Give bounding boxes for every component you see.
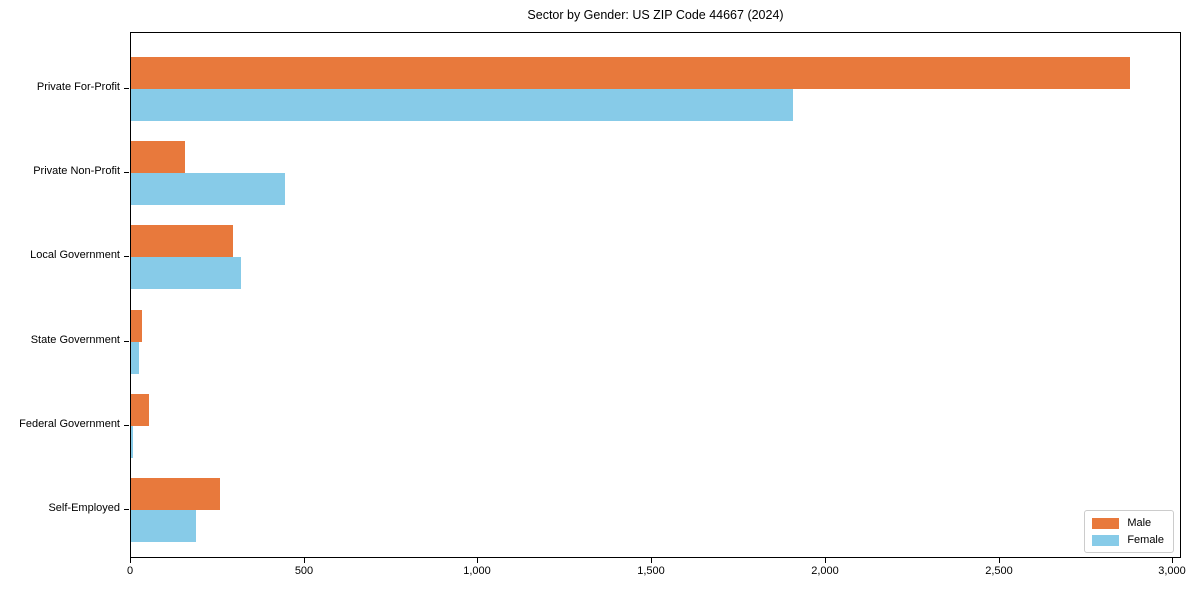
bar-group-local-government [131,225,1180,290]
bar-male-self-employed [131,478,221,510]
ytick-label-private-for-profit: Private For-Profit [36,81,120,93]
xtick-mark-0 [130,558,131,563]
bar-female-state-government [131,341,140,374]
ytick-mark-state-government [124,340,129,342]
bar-group-federal-government [131,393,1180,458]
xtick-label-500: 500 [294,565,314,577]
bar-group-state-government [131,309,1180,374]
bar-group-private-for-profit [131,57,1180,121]
bar-male-state-government [131,309,143,342]
xtick-label-1500: 1,500 [637,565,665,577]
xtick-mark-1500 [651,558,652,563]
ytick-label-state-government: State Government [30,333,120,346]
ytick-mark-self-employed [124,509,129,510]
xtick-label-3000: 3,000 [1158,565,1186,577]
bar-group-private-non-profit [131,141,1180,206]
ytick-label-local-government: Local Government [30,249,120,262]
ytick-mark-federal-government [124,424,129,426]
bar-female-local-government [131,257,242,290]
ytick-label-private-non-profit: Private Non-Profit [33,165,120,178]
xtick-label-2500: 2,500 [985,565,1013,577]
male-swatch [1092,517,1120,529]
legend-label-female: Female [1127,534,1164,546]
ytick-label-self-employed: Self-Employed [48,502,120,514]
xtick-label-0: 0 [126,565,134,577]
bar-male-federal-government [131,393,150,426]
bar-male-local-government [131,225,234,258]
xtick-mark-3000 [1172,558,1173,563]
xtick-mark-500 [304,558,305,563]
bar-female-self-employed [131,510,197,542]
xtick-mark-2000 [825,558,826,563]
ytick-mark-private-for-profit [124,88,129,89]
xtick-mark-2500 [999,558,1000,563]
ytick-label-federal-government: Federal Government [19,417,120,430]
chart-title: Sector by Gender: US ZIP Code 44667 (202… [527,8,784,22]
legend-item-male: Male [1092,517,1164,529]
plot-area [130,32,1181,558]
bar-female-private-non-profit [131,173,286,206]
legend-label-male: Male [1127,517,1152,529]
xtick-label-2000: 2,000 [811,565,839,577]
xtick-mark-1000 [477,558,478,563]
bar-female-federal-government [131,425,134,458]
ytick-mark-local-government [124,256,129,258]
legend: Male Female [1084,510,1174,553]
bar-female-private-for-profit [131,89,794,121]
bar-male-private-for-profit [131,57,1130,89]
bar-male-private-non-profit [131,141,186,174]
legend-item-female: Female [1092,534,1164,546]
xtick-label-1000: 1,000 [463,565,491,577]
bar-group-self-employed [131,478,1180,542]
ytick-mark-private-non-profit [124,172,129,174]
female-swatch [1092,534,1120,546]
